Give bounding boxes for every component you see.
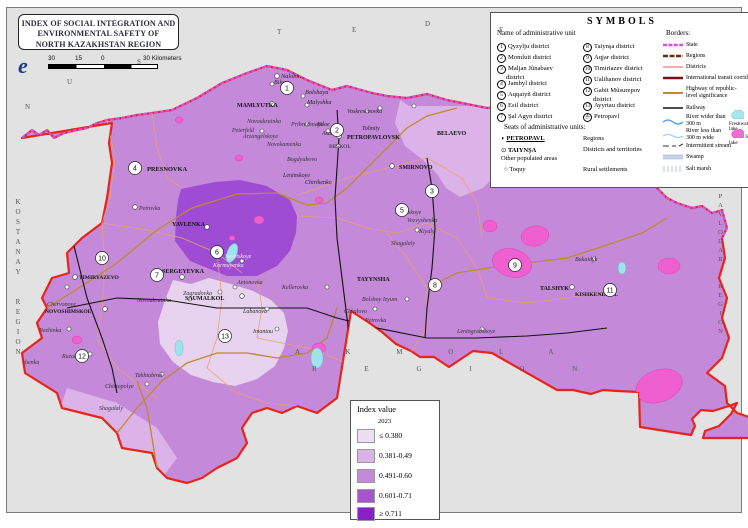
svg-text:Petrovka: Petrovka xyxy=(364,318,386,324)
svg-text:4: 4 xyxy=(133,166,137,173)
svg-text:Labanova: Labanova xyxy=(242,309,267,315)
svg-text:Petrovka: Petrovka xyxy=(138,206,160,212)
svg-text:Voskresenovka: Voskresenovka xyxy=(347,109,382,115)
svg-text:Arzangelskoye: Arzangelskoye xyxy=(242,134,278,140)
svg-text:TIMIRYAZEVO: TIMIRYAZEVO xyxy=(79,275,120,281)
svg-text:Bolshaya: Bolshaya xyxy=(305,89,328,96)
svg-text:TALSHYK: TALSHYK xyxy=(540,286,569,292)
svg-text:2: 2 xyxy=(335,128,339,135)
svg-text:Kormuyenka: Kormuyenka xyxy=(212,263,244,269)
svg-text:Malyshka: Malyshka xyxy=(306,99,331,106)
svg-text:7: 7 xyxy=(155,273,159,280)
svg-text:Kiyaly: Kiyaly xyxy=(418,229,435,235)
svg-text:Shagalaly: Shagalaly xyxy=(99,406,123,412)
svg-text:Chirikenko: Chirikenko xyxy=(305,180,332,186)
svg-text:Bukaidyk: Bukaidyk xyxy=(575,257,598,263)
svg-text:Novokamenka: Novokamenka xyxy=(266,142,301,148)
svg-text:8: 8 xyxy=(433,283,437,290)
svg-text:Chistopolye: Chistopolye xyxy=(105,384,134,390)
svg-text:13: 13 xyxy=(221,334,229,341)
svg-text:Antonovka: Antonovka xyxy=(236,280,263,286)
svg-text:Leninskoye: Leninskoye xyxy=(282,173,310,179)
svg-text:Vozvyshenka: Vozvyshenka xyxy=(9,360,39,366)
svg-text:Novoukrainka: Novoukrainka xyxy=(136,298,171,304)
svg-text:Sovetskoye: Sovetskoye xyxy=(225,254,252,260)
svg-text:Imantau: Imantau xyxy=(252,329,273,335)
svg-text:BELAEVO: BELAEVO xyxy=(437,131,467,137)
svg-text:1: 1 xyxy=(285,86,289,93)
svg-text:Leningradskoye: Leningradskoye xyxy=(456,329,496,335)
svg-text:Shagalaly: Shagalaly xyxy=(391,241,415,247)
svg-text:6: 6 xyxy=(215,250,219,257)
svg-text:Novoukrainka: Novoukrainka xyxy=(246,119,281,125)
svg-text:SERGEYEVKA: SERGEYEVKA xyxy=(162,269,205,275)
svg-text:SAUMALKOL: SAUMALKOL xyxy=(185,296,224,302)
svg-text:Peterfeld: Peterfeld xyxy=(231,127,255,134)
svg-text:10: 10 xyxy=(98,256,106,263)
svg-text:Chervonoye: Chervonoye xyxy=(47,302,76,308)
svg-text:Pribrezhnaya: Pribrezhnaya xyxy=(290,122,323,128)
svg-text:Kellerovka: Kellerovka xyxy=(281,285,308,291)
svg-text:Bolshoy Izyum: Bolshoy Izyum xyxy=(362,297,398,303)
svg-text:BESKOL: BESKOL xyxy=(329,144,351,150)
svg-text:YAVLENKA: YAVLENKA xyxy=(172,222,206,228)
svg-text:12: 12 xyxy=(78,354,86,361)
svg-text:MAMLYUTKA: MAMLYUTKA xyxy=(237,103,278,109)
svg-text:Bogdyubovo: Bogdyubovo xyxy=(287,157,317,163)
svg-text:Takhtabrod: Takhtabrod xyxy=(135,373,163,379)
svg-text:Vozvyshenka: Vozvyshenka xyxy=(407,218,437,224)
svg-text:11: 11 xyxy=(606,288,613,295)
svg-text:PETROPAVLOVSK: PETROPAVLOVSK xyxy=(347,135,400,141)
svg-text:Nezhinka: Nezhinka xyxy=(38,328,61,334)
svg-text:TAYYNSHA: TAYYNSHA xyxy=(357,277,390,283)
svg-text:SMIRNOVO: SMIRNOVO xyxy=(399,165,433,171)
svg-text:5: 5 xyxy=(400,208,404,215)
svg-text:Tolmity: Tolmity xyxy=(362,126,380,132)
svg-text:9: 9 xyxy=(513,263,517,270)
svg-text:NOVOSHIMSKOE: NOVOSHIMSKOE xyxy=(45,309,92,315)
svg-text:3: 3 xyxy=(430,189,434,196)
svg-text:PRESNOVKA: PRESNOVKA xyxy=(147,166,188,173)
